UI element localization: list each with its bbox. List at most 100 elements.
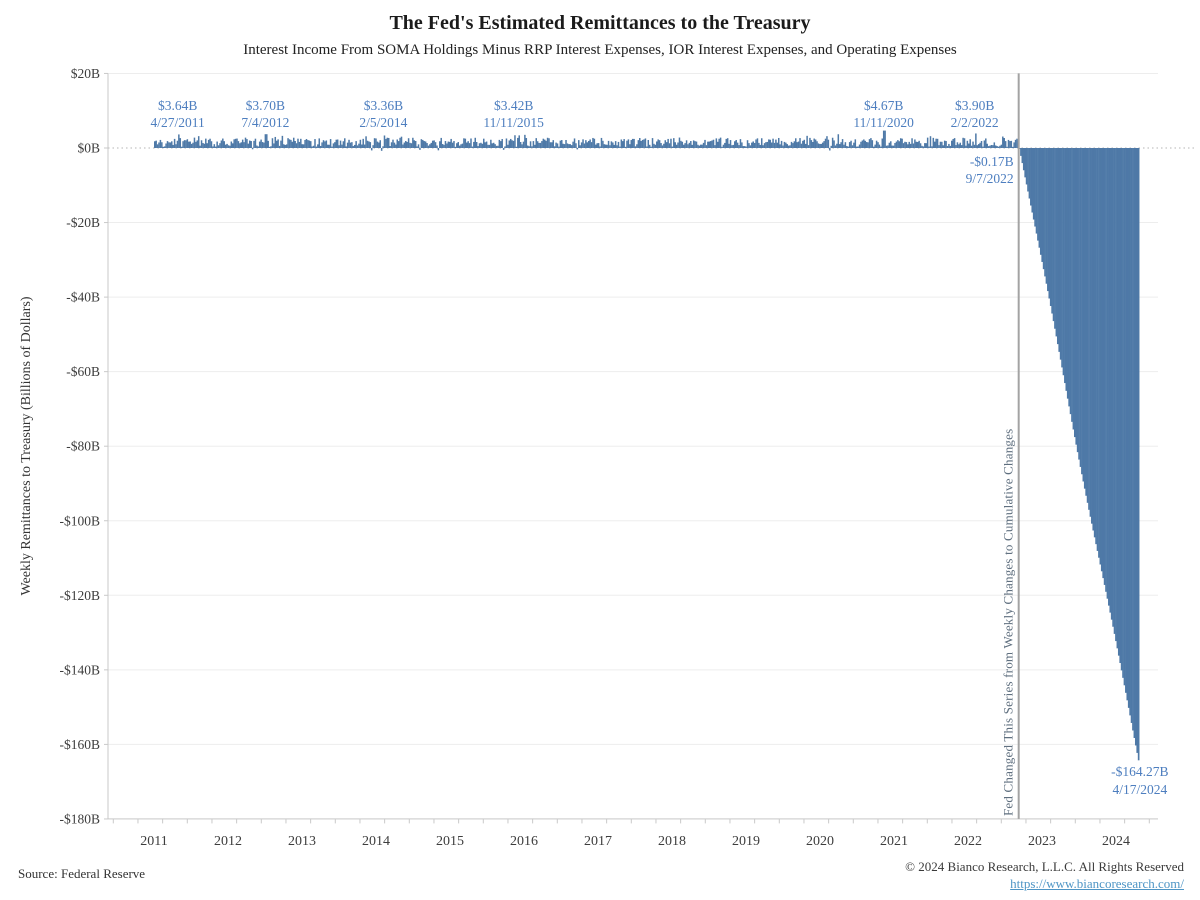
bar <box>725 138 728 148</box>
bar <box>646 146 648 148</box>
bar <box>423 141 425 148</box>
bar <box>665 142 668 148</box>
y-tick-label: -$100B <box>60 513 101 528</box>
bar <box>207 139 210 148</box>
bar <box>804 143 807 148</box>
bar <box>1071 148 1073 422</box>
bar <box>362 138 364 148</box>
x-tick-label: 2011 <box>140 834 167 849</box>
footer-copyright-block: © 2024 Bianco Research, L.L.C. All Right… <box>905 858 1184 892</box>
bar <box>732 144 735 148</box>
bar <box>443 144 445 148</box>
bar <box>485 141 488 148</box>
bar <box>929 136 932 148</box>
bar <box>519 141 522 148</box>
bar <box>734 141 736 148</box>
bar <box>783 141 786 148</box>
bar <box>973 144 976 148</box>
bar <box>880 146 882 148</box>
bar <box>595 144 597 148</box>
bar <box>926 137 929 148</box>
bar <box>671 146 674 148</box>
bar <box>483 138 485 148</box>
bar <box>436 145 438 148</box>
bar <box>484 142 486 148</box>
bar <box>383 135 386 148</box>
bar <box>1117 148 1120 656</box>
bar <box>776 142 779 148</box>
bar <box>444 141 447 148</box>
bar <box>891 145 893 148</box>
bar <box>620 139 623 148</box>
bar <box>640 140 642 148</box>
bar <box>413 140 416 148</box>
biancoresearch-link[interactable]: https://www.biancoresearch.com/ <box>1010 876 1184 891</box>
bar <box>708 141 710 148</box>
bar <box>946 145 949 148</box>
bar <box>210 141 213 148</box>
bar <box>237 141 240 148</box>
bar <box>439 141 441 148</box>
bar <box>631 138 634 148</box>
bar <box>943 140 946 148</box>
bar <box>331 146 333 148</box>
bar <box>956 142 959 148</box>
bar <box>324 141 326 148</box>
bar <box>976 145 979 148</box>
bar <box>315 146 318 148</box>
bar <box>319 145 322 148</box>
bar <box>841 139 844 148</box>
bar <box>570 145 573 148</box>
bar <box>785 142 787 148</box>
bar <box>851 145 854 148</box>
bar <box>624 146 627 148</box>
bar <box>205 138 207 148</box>
bar <box>993 142 996 148</box>
bar <box>417 144 420 148</box>
bar <box>779 144 781 148</box>
bar <box>739 139 742 148</box>
bar <box>663 143 665 148</box>
bar <box>966 140 969 148</box>
bar <box>197 136 200 148</box>
bar <box>803 139 806 148</box>
bar <box>385 138 387 148</box>
x-tick-label: 2013 <box>288 834 316 849</box>
bar <box>887 145 889 148</box>
bar <box>939 141 942 148</box>
bar <box>857 146 859 148</box>
bar <box>528 146 530 148</box>
bar <box>688 142 691 148</box>
bar <box>1129 148 1131 716</box>
bar <box>346 142 349 148</box>
bar <box>742 146 745 148</box>
bar <box>918 140 920 148</box>
bar <box>1076 148 1079 453</box>
bar <box>521 144 523 148</box>
bar <box>834 145 837 148</box>
bar <box>1039 148 1042 255</box>
source-note: Source: Federal Reserve <box>18 866 146 881</box>
bar <box>916 141 919 148</box>
bar <box>751 142 753 148</box>
bar <box>697 144 699 148</box>
bar <box>824 138 827 148</box>
bar <box>593 138 596 148</box>
bar <box>908 141 910 148</box>
bar <box>865 142 868 148</box>
bar <box>749 145 752 148</box>
bar <box>463 138 465 148</box>
bar <box>890 141 892 148</box>
bar <box>599 146 601 148</box>
bar <box>864 140 866 148</box>
bar <box>453 141 455 148</box>
bar <box>355 141 357 148</box>
bar <box>775 139 777 148</box>
bar <box>1034 148 1036 227</box>
bar <box>682 144 685 148</box>
bar <box>975 133 977 148</box>
bar <box>586 142 589 148</box>
bar <box>509 138 512 148</box>
bar <box>819 143 821 148</box>
bar <box>229 145 231 148</box>
